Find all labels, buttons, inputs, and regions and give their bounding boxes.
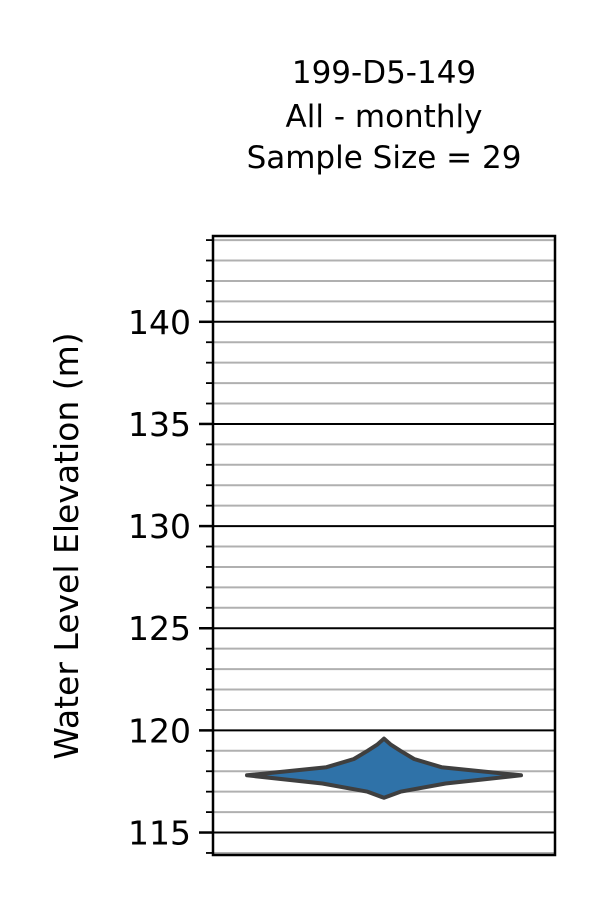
chart-title: 199-D5-149 All - monthly Sample Size = 2… [247,55,522,176]
violin-body [245,736,523,800]
y-tick-label: 130 [128,507,191,546]
y-tick-label: 115 [128,814,191,853]
y-tick-label: 120 [128,711,191,750]
plot-frame [211,234,557,857]
y-tick-label: 140 [128,303,191,342]
y-axis-label: Water Level Elevation (m) [47,332,86,759]
y-tick-label: 125 [128,609,191,648]
title-line-2: All - monthly [286,99,483,135]
violin-body-group [245,736,523,800]
grid-lines [213,239,555,854]
y-axis-ticks: 115 120 125 130 135 140 [128,239,213,854]
title-line-3: Sample Size = 29 [247,140,522,176]
y-tick-label: 135 [128,405,191,444]
title-line-1: 199-D5-149 [292,55,476,91]
